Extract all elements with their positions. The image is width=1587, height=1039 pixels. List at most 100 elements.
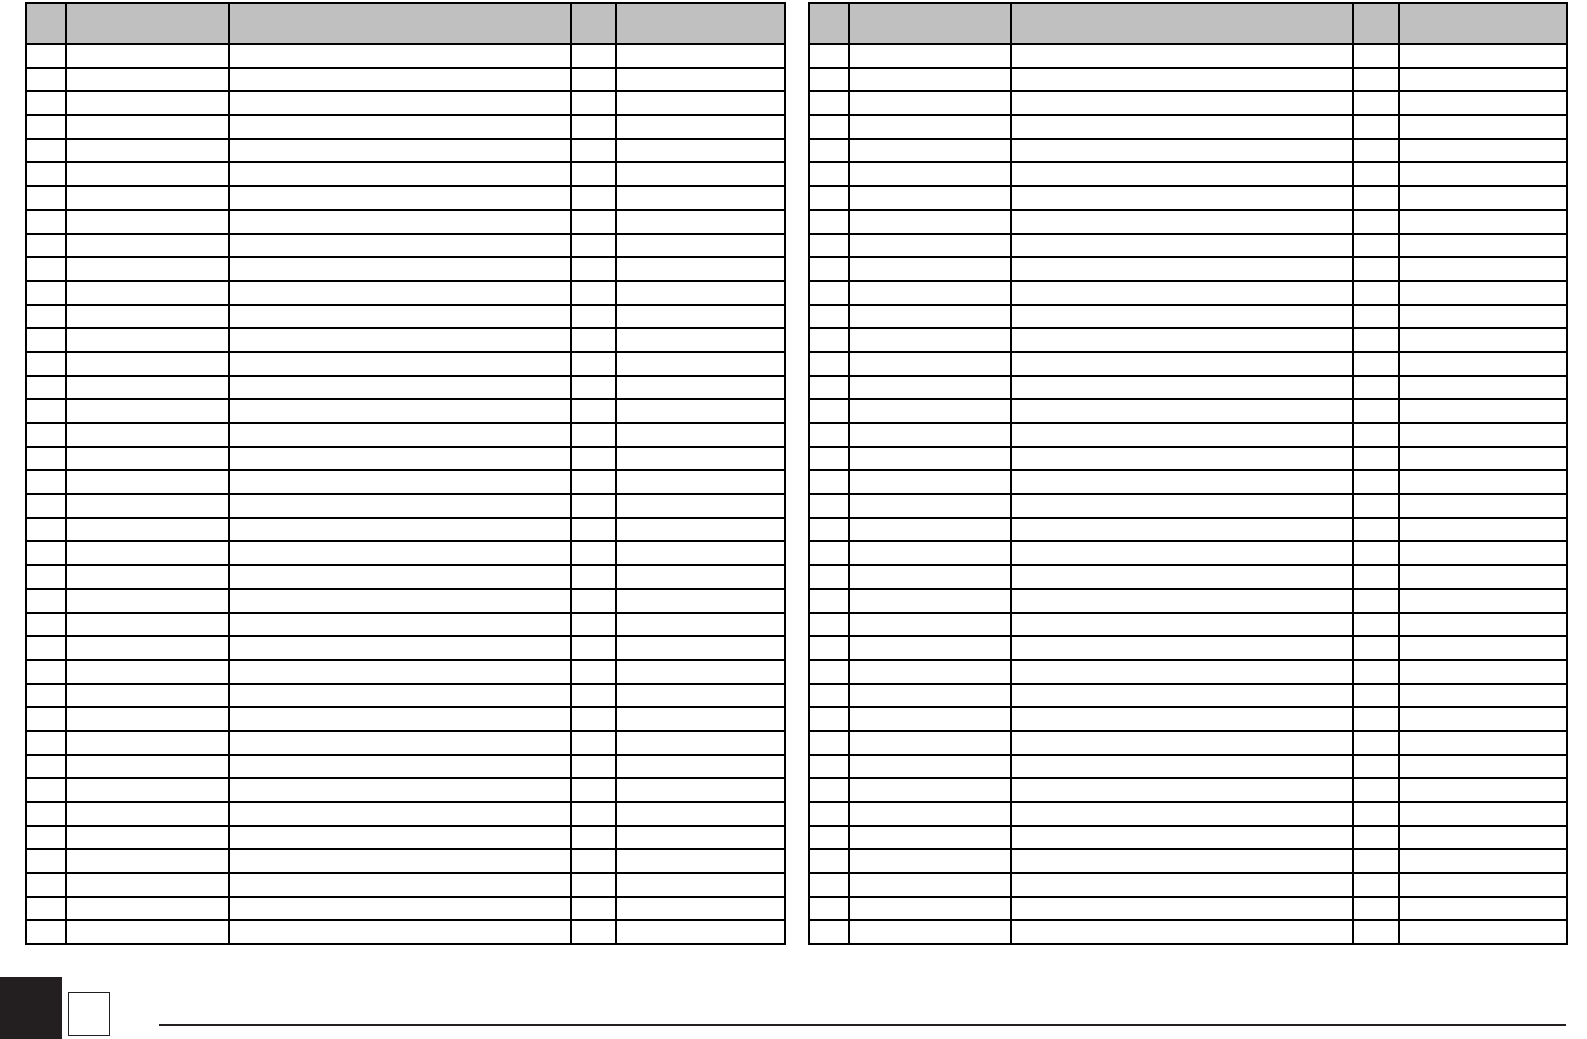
table-cell[interactable] <box>1398 493 1568 519</box>
table-cell[interactable] <box>65 895 230 922</box>
table-cell[interactable] <box>65 137 230 164</box>
table-cell[interactable] <box>848 445 1012 472</box>
table-cell[interactable] <box>65 587 230 614</box>
table-cell[interactable] <box>228 516 572 543</box>
table-cell[interactable] <box>25 398 67 424</box>
table-cell[interactable] <box>615 706 786 732</box>
table-cell[interactable] <box>848 208 1012 235</box>
table-cell[interactable] <box>25 43 67 69</box>
table-cell[interactable] <box>228 208 572 235</box>
table-cell[interactable] <box>615 161 786 188</box>
table-cell[interactable] <box>1010 919 1354 946</box>
table-cell[interactable] <box>1398 706 1568 732</box>
table-cell[interactable] <box>570 137 617 164</box>
table-cell[interactable] <box>1352 66 1400 93</box>
table-cell[interactable] <box>570 279 617 306</box>
table-cell[interactable] <box>1398 90 1568 117</box>
table-cell[interactable] <box>25 611 67 638</box>
table-cell[interactable] <box>848 516 1012 543</box>
table-cell[interactable] <box>65 303 230 330</box>
table-cell[interactable] <box>1010 303 1354 330</box>
table-cell[interactable] <box>25 374 67 401</box>
table-cell[interactable] <box>25 137 67 164</box>
table-cell[interactable] <box>1010 469 1354 496</box>
table-cell[interactable] <box>25 635 67 661</box>
table-cell[interactable] <box>848 658 1012 685</box>
table-cell[interactable] <box>65 90 230 117</box>
table-cell[interactable] <box>615 185 786 211</box>
table-cell[interactable] <box>228 350 572 377</box>
table-cell[interactable] <box>228 137 572 164</box>
table-cell[interactable] <box>808 90 850 117</box>
table-cell[interactable] <box>1352 587 1400 614</box>
table-cell[interactable] <box>808 729 850 756</box>
table-cell[interactable] <box>1352 635 1400 661</box>
table-cell[interactable] <box>1352 161 1400 188</box>
table-cell[interactable] <box>570 658 617 685</box>
table-cell[interactable] <box>615 422 786 448</box>
table-cell[interactable] <box>848 635 1012 661</box>
table-cell[interactable] <box>65 208 230 235</box>
table-cell[interactable] <box>570 777 617 803</box>
table-cell[interactable] <box>1010 729 1354 756</box>
table-cell[interactable] <box>615 801 786 827</box>
table-cell[interactable] <box>1398 303 1568 330</box>
table-cell[interactable] <box>228 872 572 898</box>
table-cell[interactable] <box>808 824 850 851</box>
table-cell[interactable] <box>848 777 1012 803</box>
table-cell[interactable] <box>1352 682 1400 709</box>
table-cell[interactable] <box>615 232 786 259</box>
table-cell[interactable] <box>1398 137 1568 164</box>
table-cell[interactable] <box>570 469 617 496</box>
table-cell[interactable] <box>615 90 786 117</box>
table-cell[interactable] <box>615 350 786 377</box>
table-cell[interactable] <box>808 256 850 282</box>
table-cell[interactable] <box>1398 327 1568 353</box>
table-cell[interactable] <box>570 66 617 93</box>
table-cell[interactable] <box>570 540 617 567</box>
table-cell[interactable] <box>25 279 67 306</box>
table-cell[interactable] <box>848 872 1012 898</box>
table-cell[interactable] <box>808 279 850 306</box>
table-cell[interactable] <box>1010 327 1354 353</box>
table-cell[interactable] <box>808 753 850 780</box>
table-cell[interactable] <box>1010 801 1354 827</box>
table-cell[interactable] <box>25 469 67 496</box>
table-cell[interactable] <box>808 161 850 188</box>
table-cell[interactable] <box>1352 658 1400 685</box>
table-cell[interactable] <box>228 256 572 282</box>
table-cell[interactable] <box>228 587 572 614</box>
table-cell[interactable] <box>1398 374 1568 401</box>
table-cell[interactable] <box>570 587 617 614</box>
table-cell[interactable] <box>228 469 572 496</box>
table-cell[interactable] <box>1010 398 1354 424</box>
table-cell[interactable] <box>1352 706 1400 732</box>
table-cell[interactable] <box>848 801 1012 827</box>
table-cell[interactable] <box>1010 682 1354 709</box>
table-cell[interactable] <box>808 493 850 519</box>
table-cell[interactable] <box>570 516 617 543</box>
table-cell[interactable] <box>808 232 850 259</box>
table-cell[interactable] <box>570 422 617 448</box>
table-cell[interactable] <box>615 469 786 496</box>
table-cell[interactable] <box>808 872 850 898</box>
table-cell[interactable] <box>1398 540 1568 567</box>
table-cell[interactable] <box>1010 493 1354 519</box>
table-cell[interactable] <box>570 919 617 946</box>
table-cell[interactable] <box>615 398 786 424</box>
table-cell[interactable] <box>1010 161 1354 188</box>
table-cell[interactable] <box>1398 635 1568 661</box>
table-cell[interactable] <box>1010 445 1354 472</box>
table-cell[interactable] <box>1352 919 1400 946</box>
table-cell[interactable] <box>1398 564 1568 590</box>
table-cell[interactable] <box>848 493 1012 519</box>
table-cell[interactable] <box>615 611 786 638</box>
table-cell[interactable] <box>615 303 786 330</box>
table-cell[interactable] <box>1398 398 1568 424</box>
table-cell[interactable] <box>1352 398 1400 424</box>
table-cell[interactable] <box>615 919 786 946</box>
table-cell[interactable] <box>1352 374 1400 401</box>
table-cell[interactable] <box>65 350 230 377</box>
table-cell[interactable] <box>1352 824 1400 851</box>
table-cell[interactable] <box>65 706 230 732</box>
